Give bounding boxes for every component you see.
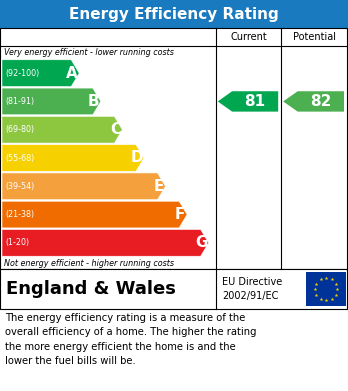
Text: (69-80): (69-80) [5, 125, 34, 134]
Text: Potential: Potential [293, 32, 336, 42]
Polygon shape [2, 60, 79, 86]
Text: (55-68): (55-68) [5, 154, 34, 163]
Bar [306, 272, 346, 306]
Text: E: E [153, 179, 164, 194]
Polygon shape [2, 173, 166, 200]
Text: (21-38): (21-38) [5, 210, 34, 219]
Text: EU Directive: EU Directive [222, 277, 282, 287]
Text: C: C [110, 122, 121, 137]
Text: 81: 81 [245, 94, 266, 109]
Polygon shape [2, 230, 209, 256]
Text: Very energy efficient - lower running costs: Very energy efficient - lower running co… [4, 48, 174, 57]
Text: (92-100): (92-100) [5, 69, 39, 78]
Text: 82: 82 [310, 94, 332, 109]
Text: Not energy efficient - higher running costs: Not energy efficient - higher running co… [4, 258, 174, 267]
Text: A: A [66, 66, 78, 81]
Text: (81-91): (81-91) [5, 97, 34, 106]
Bar [0, 269, 347, 309]
Text: (39-54): (39-54) [5, 182, 34, 191]
Text: F: F [175, 207, 185, 222]
Polygon shape [2, 201, 187, 228]
Polygon shape [283, 91, 344, 111]
Text: B: B [88, 94, 100, 109]
Polygon shape [2, 117, 122, 143]
Polygon shape [2, 145, 144, 171]
Text: Energy Efficiency Rating: Energy Efficiency Rating [69, 7, 279, 22]
Text: (1-20): (1-20) [5, 239, 29, 248]
Text: The energy efficiency rating is a measure of the
overall efficiency of a home. T: The energy efficiency rating is a measur… [5, 313, 256, 366]
Polygon shape [2, 88, 101, 115]
Bar [0, 0, 348, 28]
Text: England & Wales: England & Wales [6, 280, 176, 298]
Text: D: D [130, 151, 143, 165]
Text: Current: Current [230, 32, 267, 42]
Bar [0, 28, 347, 269]
Polygon shape [218, 91, 278, 111]
Text: G: G [196, 235, 208, 250]
Text: 2002/91/EC: 2002/91/EC [222, 291, 278, 301]
